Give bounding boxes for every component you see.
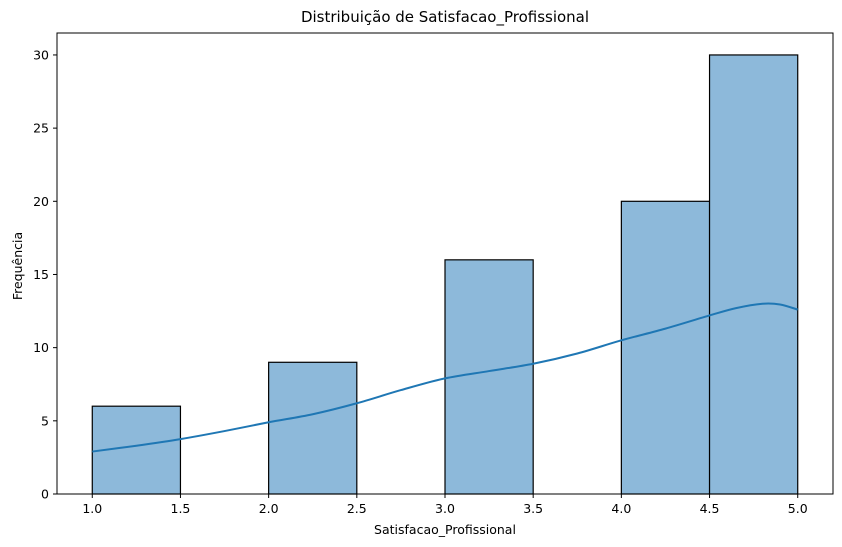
histogram-bar-6 (620, 200, 711, 495)
x-tick-label-2: 2.0 (259, 501, 279, 516)
x-tick-label-5: 3.5 (523, 501, 543, 516)
y-axis-label: Frequência (10, 232, 25, 300)
y-tick-label-4: 20 (33, 194, 49, 209)
x-tick-label-4: 3.0 (435, 501, 455, 516)
x-tick-label-3: 2.5 (347, 501, 367, 516)
x-tick-label-8: 5.0 (788, 501, 808, 516)
y-tick-label-2: 10 (33, 340, 49, 355)
y-tick-label-6: 30 (33, 47, 49, 62)
histogram-bar-2 (268, 361, 358, 495)
kde-line (92, 302, 799, 453)
plot-area: 1.0 1.5 2.0 2.5 3.0 3.5 4.0 4.5 5.0 0 5 10 15 20 25 30 (33, 32, 834, 516)
histogram-bar-4 (444, 259, 534, 495)
x-tick-label-7: 4.5 (700, 501, 720, 516)
histogram-bar-7 (708, 54, 799, 495)
y-tick-label-1: 5 (41, 413, 49, 428)
y-tick-label-0: 0 (41, 487, 49, 502)
x-tick-label-0: 1.0 (82, 501, 102, 516)
x-tick-label-6: 4.0 (611, 501, 631, 516)
y-tick-label-3: 15 (33, 267, 49, 282)
y-tick-label-5: 25 (33, 121, 49, 136)
x-axis-label: Satisfacao_Profissional (374, 522, 516, 537)
chart-title: Distribuição de Satisfacao_Profissional (301, 8, 589, 27)
x-tick-label-1: 1.5 (171, 501, 191, 516)
